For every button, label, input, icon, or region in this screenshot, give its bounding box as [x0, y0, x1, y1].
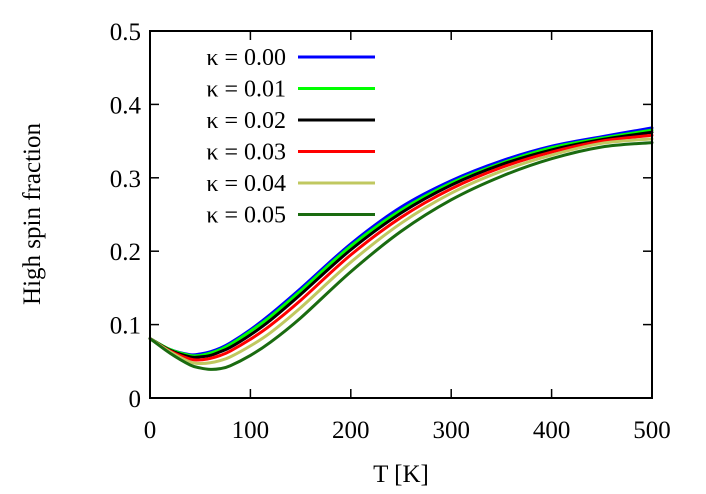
x-tick-label: 200	[332, 417, 370, 444]
x-tick-label: 400	[533, 417, 571, 444]
x-tick-label: 100	[232, 417, 270, 444]
x-axis-label: T [K]	[373, 461, 429, 488]
legend-label-1: κ = 0.01	[206, 77, 286, 103]
x-tick-label: 300	[432, 417, 470, 444]
y-tick-label: 0	[129, 386, 142, 413]
y-tick-label: 0.1	[110, 313, 141, 340]
y-tick-label: 0.4	[110, 92, 142, 119]
series-line-3	[148, 133, 654, 362]
series-line-5	[148, 141, 654, 371]
x-tick-label: 0	[144, 417, 157, 444]
series-line-2	[148, 130, 654, 359]
legend: κ = 0.00 κ = 0.01 κ = 0.02 κ = 0.03 κ = 0.04…	[206, 45, 375, 229]
legend-label-2: κ = 0.02	[206, 108, 286, 134]
legend-label-3: κ = 0.03	[206, 140, 286, 166]
ticks-layer: 0 100 200 300 400 500 0 0.1 0.2 0.3 0.4 0.5	[110, 19, 671, 444]
y-tick-label: 0.2	[110, 239, 141, 266]
plot-frame	[149, 30, 653, 399]
legend-label-4: κ = 0.04	[206, 171, 286, 197]
y-tick-label: 0.5	[110, 19, 141, 46]
legend-label-0: κ = 0.00	[206, 45, 286, 71]
legend-label-5: κ = 0.05	[206, 203, 286, 229]
y-axis-label: High spin fraction	[19, 123, 46, 305]
series-line-4	[148, 137, 654, 366]
x-tick-label: 500	[633, 417, 671, 444]
curves-layer	[148, 126, 654, 371]
y-tick-label: 0.3	[110, 166, 141, 193]
